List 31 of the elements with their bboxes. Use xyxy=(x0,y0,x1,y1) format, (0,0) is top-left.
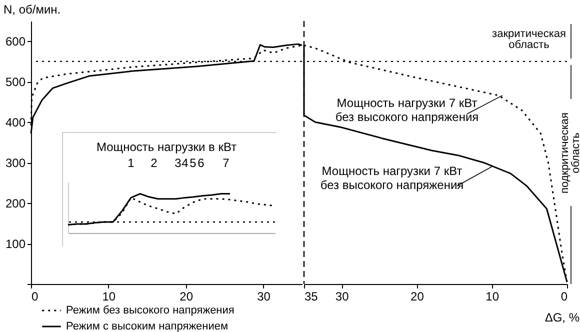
x-tick-label: 30 xyxy=(257,290,271,304)
x-tick-label: 35 xyxy=(304,290,318,304)
y-tick-label: 100 xyxy=(5,237,26,252)
annotation: 2 xyxy=(150,156,158,170)
annotation: 5 xyxy=(190,156,197,170)
annotation: 7 xyxy=(222,156,230,170)
chart-title: Мощность нагрузки в кВт xyxy=(96,140,238,154)
annotation: Мощность нагрузки 7 кВт без высокого напряжения xyxy=(335,96,479,124)
annotation: 1 xyxy=(128,156,135,170)
x-tick-label: 20 xyxy=(180,290,194,304)
x-tick-label: 10 xyxy=(486,290,500,304)
x-tick-label: 30 xyxy=(335,290,350,304)
y-tick-label: 400 xyxy=(5,116,26,130)
annotation: подкритическая область xyxy=(559,112,580,194)
x-tick-label: 0 xyxy=(32,290,38,304)
x-tick-label: 10 xyxy=(102,290,116,304)
y-tick-label: 300 xyxy=(5,156,26,170)
annotation: закритическая область xyxy=(492,28,566,51)
legend-label: Режим с высоким напряжением xyxy=(66,320,228,332)
y-tick-label: 500 xyxy=(5,75,26,90)
annotation: Мощность нагрузки 7 кВт без высокого напряжения xyxy=(320,164,464,192)
annotation: 3 xyxy=(174,156,182,170)
legend-label: Режим без высокого напряжения xyxy=(66,304,234,316)
annotation: 6 xyxy=(198,156,205,170)
y-tick-label: 200 xyxy=(5,196,26,211)
annotation: 4 xyxy=(182,156,189,170)
y-tick-label: 600 xyxy=(5,34,26,49)
y-axis-title: N, об/мин. xyxy=(4,2,61,16)
x-tick-label: 20 xyxy=(410,290,424,304)
x-axis-title: ΔG, % xyxy=(544,310,580,324)
x-tick-label: 0 xyxy=(560,290,568,304)
